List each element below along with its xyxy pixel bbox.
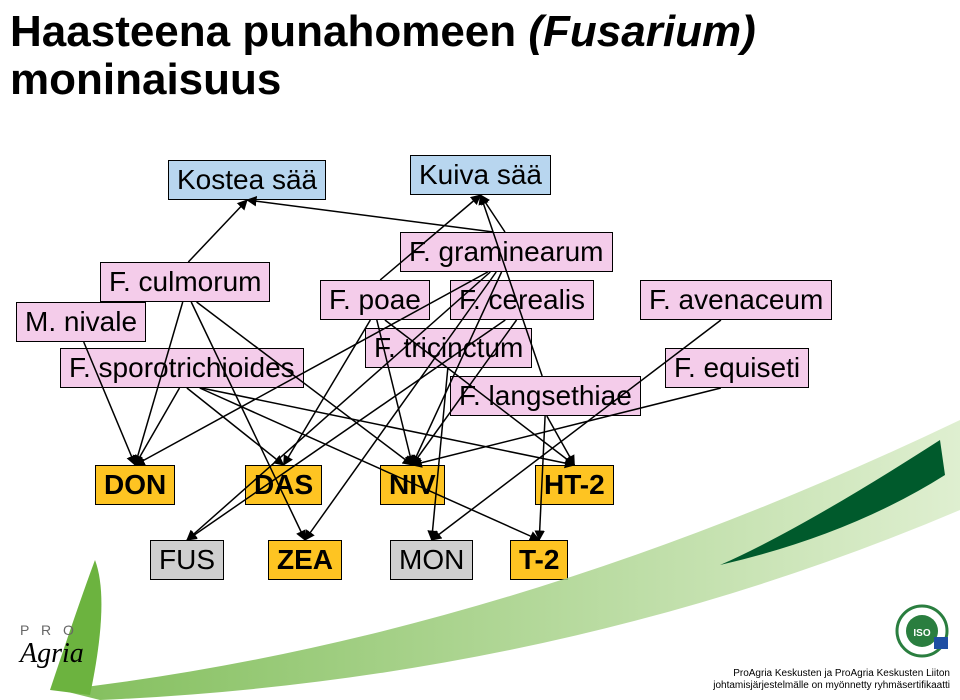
species-langsethiae: F. langsethiae <box>450 376 641 416</box>
species-nivale: M. nivale <box>16 302 146 342</box>
svg-text:ISO: ISO <box>913 628 930 639</box>
footer-line2: johtamisjärjestelmälle on myönnetty ryhm… <box>713 680 950 691</box>
weather-dry: Kuiva sää <box>410 155 551 195</box>
title-text-2: moninaisuus <box>10 55 281 104</box>
species-tricinctum: F. tricinctum <box>365 328 532 368</box>
footer-line1: ProAgria Keskusten ja ProAgria Keskusten… <box>733 668 950 679</box>
toxin-t2: T-2 <box>510 540 568 580</box>
toxin-das: DAS <box>245 465 322 505</box>
page-title: Haasteena punahomeen (Fusarium) moninais… <box>10 8 756 105</box>
toxin-zea: ZEA <box>268 540 342 580</box>
species-poae: F. poae <box>320 280 430 320</box>
species-sporotrichioides: F. sporotrichioides <box>60 348 304 388</box>
weather-wet: Kostea sää <box>168 160 326 200</box>
species-avenaceum: F. avenaceum <box>640 280 832 320</box>
toxin-mon: MON <box>390 540 473 580</box>
toxin-niv: NIV <box>380 465 445 505</box>
title-italic: (Fusarium) <box>528 7 755 56</box>
toxin-ht2: HT-2 <box>535 465 614 505</box>
species-cerealis: F. cerealis <box>450 280 594 320</box>
footer: ISO ProAgria Keskusten ja ProAgria Kesku… <box>713 603 950 692</box>
species-graminearum: F. graminearum <box>400 232 613 272</box>
title-text-1: Haasteena punahomeen <box>10 7 528 56</box>
toxin-don: DON <box>95 465 175 505</box>
logo-main: Agria <box>20 638 84 670</box>
species-equiseti: F. equiseti <box>665 348 809 388</box>
logo-pro: P R O <box>20 622 84 638</box>
species-culmorum: F. culmorum <box>100 262 270 302</box>
toxin-fus: FUS <box>150 540 224 580</box>
proagria-logo: P R O Agria <box>20 622 84 670</box>
cert-badge-icon: ISO <box>894 603 950 659</box>
